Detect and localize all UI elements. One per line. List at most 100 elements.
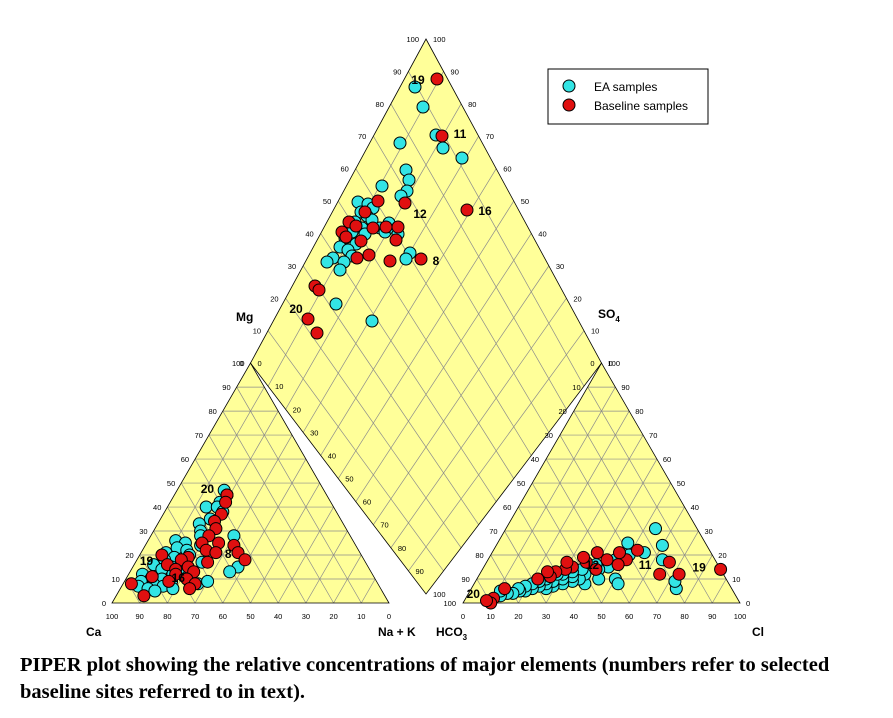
tick-label: 0	[746, 599, 750, 608]
ea-sample-point	[201, 574, 215, 588]
baseline-sample-point	[590, 546, 604, 560]
grid-line	[373, 265, 550, 525]
grid-line	[373, 136, 550, 433]
tick-label: 100	[443, 599, 456, 608]
baseline-sample-point	[349, 219, 363, 233]
tick-label: 60	[625, 612, 633, 621]
baseline-sample-point	[531, 572, 545, 586]
legend: EA samples Baseline samples	[547, 68, 709, 125]
axis-label-cl: Cl	[752, 625, 764, 639]
site-label: 19	[411, 73, 425, 87]
ea-sample-point	[402, 173, 416, 187]
ea-sample-point	[399, 252, 413, 266]
axis-label-so4-sub: 4	[615, 315, 620, 324]
grid-line	[337, 200, 515, 479]
legend-marker-ea	[562, 79, 576, 93]
tick-label: 70	[649, 431, 657, 440]
baseline-sample-point	[600, 553, 614, 567]
tick-label: 40	[305, 229, 313, 238]
tick-label: 0	[609, 359, 613, 368]
baseline-sample-point	[414, 252, 428, 266]
tick-label: 80	[163, 612, 171, 621]
tick-label: 20	[514, 612, 522, 621]
baseline-sample-point	[589, 562, 603, 576]
grid-line	[305, 530, 348, 604]
baseline-sample-point	[379, 220, 393, 234]
tick-label: 70	[489, 527, 497, 536]
grid-line	[222, 410, 334, 604]
tick-label: 80	[398, 544, 406, 553]
tick-label: 30	[288, 262, 296, 271]
tick-label: 0	[461, 612, 465, 621]
grid-line	[250, 482, 321, 604]
tick-label: 80	[376, 100, 384, 109]
tick-label: 90	[708, 612, 716, 621]
baseline-sample-point	[631, 543, 644, 557]
tick-label: 10	[357, 612, 365, 621]
ea-sample-point	[655, 538, 669, 552]
plot-outlines	[111, 38, 741, 604]
diamond-outline	[250, 38, 602, 595]
baseline-sample-point	[183, 582, 197, 596]
tick-label: 50	[323, 197, 331, 206]
legend-label-ea: EA samples	[594, 80, 657, 94]
baseline-sample-point	[480, 594, 493, 608]
grid-line	[656, 530, 699, 604]
ea-sample-point	[649, 522, 662, 536]
tick-label: 50	[677, 479, 685, 488]
tick-label: 90	[393, 67, 401, 76]
grid-line	[236, 386, 362, 604]
axis-label-nak: Na + K	[378, 625, 416, 639]
baseline-sample-point	[672, 567, 686, 581]
site-label: 19	[692, 560, 706, 574]
plot-annotations: 19 19 19 11 11 16 16 12 12 8 8 20 20 20	[140, 73, 706, 601]
ea-sample-point	[223, 565, 237, 579]
tick-label: 100	[232, 359, 245, 368]
baseline-sample-point	[611, 558, 625, 572]
baseline-sample-point	[350, 251, 364, 265]
baseline-sample-point	[498, 582, 512, 596]
baseline-sample-point	[124, 577, 138, 591]
baseline-sample-point	[383, 254, 397, 268]
legend-box	[547, 68, 709, 125]
baseline-sample-point	[662, 555, 676, 569]
axis-label-hco3-main: HCO	[436, 625, 463, 639]
baseline-sample-point	[209, 546, 223, 560]
site-label: 8	[433, 254, 440, 268]
tick-label: 20	[270, 294, 278, 303]
ea-sample-point	[436, 141, 450, 155]
ea-sample-point	[375, 179, 389, 193]
baseline-sample-point	[310, 326, 324, 340]
tick-label: 20	[293, 405, 301, 414]
site-label: 19	[140, 554, 154, 568]
tick-label: 30	[556, 262, 564, 271]
site-label: 12	[413, 207, 427, 221]
baseline-sample-point	[201, 555, 215, 569]
tick-label: 60	[181, 455, 189, 464]
tick-label: 20	[329, 612, 337, 621]
baseline-sample-point	[362, 248, 376, 262]
baseline-sample-point	[312, 283, 326, 297]
axis-label-hco3-sub: 3	[463, 633, 468, 642]
tick-label: 40	[531, 455, 539, 464]
grid-line	[490, 386, 616, 604]
tick-label: 0	[102, 599, 106, 608]
tick-label: 30	[545, 431, 553, 440]
tick-label: 50	[521, 197, 529, 206]
grid-line	[711, 578, 727, 604]
tick-label: 10	[487, 612, 495, 621]
grid-line	[408, 71, 585, 387]
grid-line	[518, 410, 630, 604]
tick-label: 10	[112, 575, 120, 584]
tick-label: 0	[590, 359, 594, 368]
baseline-sample-point	[714, 562, 728, 576]
tick-label: 10	[253, 327, 261, 336]
tick-label: 30	[704, 527, 712, 536]
baseline-sample-point	[391, 220, 405, 234]
baseline-sample-point	[358, 205, 372, 219]
tick-label: 20	[718, 551, 726, 560]
axis-label-ca: Ca	[86, 625, 102, 639]
tick-label: 70	[191, 612, 199, 621]
